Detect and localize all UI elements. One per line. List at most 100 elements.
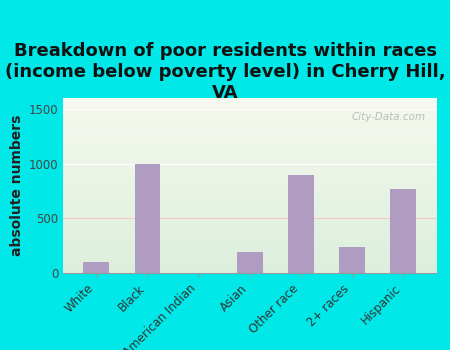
Text: Breakdown of poor residents within races
(income below poverty level) in Cherry : Breakdown of poor residents within races…	[4, 42, 446, 102]
Bar	[63, 240, 436, 242]
Bar	[63, 107, 436, 108]
Bar	[63, 136, 436, 138]
Bar	[63, 247, 436, 248]
Bar	[63, 164, 436, 166]
Bar	[63, 114, 436, 116]
Bar	[63, 256, 436, 257]
Bar	[63, 116, 436, 117]
Bar	[63, 158, 436, 159]
Bar	[63, 105, 436, 107]
Bar	[63, 130, 436, 131]
Bar	[63, 187, 436, 189]
Bar	[63, 100, 436, 101]
Bar	[63, 140, 436, 142]
Bar	[63, 226, 436, 228]
Bar	[63, 203, 436, 205]
Bar	[63, 231, 436, 233]
Bar	[63, 252, 436, 254]
Bar	[63, 259, 436, 261]
Bar	[63, 245, 436, 247]
Bar	[63, 198, 436, 199]
Bar	[63, 144, 436, 145]
Bar	[63, 208, 436, 210]
Bar	[63, 154, 436, 156]
Bar	[63, 180, 436, 182]
Bar	[63, 264, 436, 266]
Bar	[63, 248, 436, 250]
Bar	[63, 152, 436, 154]
Bar	[63, 103, 436, 105]
Bar	[63, 147, 436, 149]
Bar	[63, 215, 436, 217]
Bar	[63, 217, 436, 219]
Bar	[63, 142, 436, 143]
Bar	[63, 186, 436, 187]
Bar	[63, 254, 436, 256]
Bar	[63, 124, 436, 126]
Bar	[63, 219, 436, 220]
Bar	[63, 184, 436, 186]
Bar	[63, 135, 436, 136]
Bar	[63, 128, 436, 130]
Bar	[63, 168, 436, 170]
Bar	[288, 175, 314, 273]
Bar	[63, 266, 436, 268]
Bar	[63, 145, 436, 147]
Bar	[63, 193, 436, 194]
Bar	[63, 241, 436, 243]
Bar	[63, 108, 436, 110]
Bar	[63, 182, 436, 184]
Bar	[63, 173, 436, 175]
Bar	[63, 166, 436, 168]
Bar	[63, 98, 436, 100]
Bar	[63, 122, 436, 124]
Bar	[63, 233, 436, 234]
Bar	[63, 243, 436, 245]
Bar	[63, 257, 436, 259]
Bar	[63, 236, 436, 238]
Bar	[63, 262, 436, 264]
Bar	[391, 189, 416, 273]
Bar	[63, 234, 436, 236]
Bar	[63, 189, 436, 191]
Bar	[63, 196, 436, 198]
Bar	[63, 138, 436, 140]
Bar	[63, 268, 436, 270]
Bar	[339, 247, 365, 273]
Bar	[63, 170, 436, 172]
Bar	[63, 194, 436, 196]
Bar	[63, 117, 436, 119]
Bar	[63, 149, 436, 150]
Bar	[63, 191, 436, 192]
Y-axis label: absolute numbers: absolute numbers	[10, 115, 24, 256]
Bar	[63, 206, 436, 208]
Bar	[63, 177, 436, 178]
Bar	[63, 210, 436, 212]
Bar	[63, 212, 436, 214]
Bar	[63, 175, 436, 177]
Bar	[63, 131, 436, 133]
Bar	[63, 150, 436, 152]
Bar	[63, 238, 436, 240]
Bar	[63, 201, 436, 203]
Bar	[63, 110, 436, 112]
Bar	[63, 222, 436, 224]
Bar	[63, 270, 436, 271]
Text: City-Data.com: City-Data.com	[351, 112, 425, 122]
Bar	[63, 133, 436, 135]
Bar	[83, 262, 109, 273]
Bar	[63, 214, 436, 215]
Bar	[135, 164, 160, 273]
Bar	[63, 220, 436, 222]
Bar	[63, 172, 436, 173]
Bar	[237, 252, 262, 273]
Bar	[63, 205, 436, 206]
Bar	[63, 112, 436, 114]
Bar	[63, 156, 436, 158]
Bar	[63, 126, 436, 128]
Bar	[63, 163, 436, 164]
Bar	[63, 228, 436, 229]
Bar	[63, 261, 436, 262]
Bar	[63, 121, 436, 122]
Bar	[63, 178, 436, 180]
